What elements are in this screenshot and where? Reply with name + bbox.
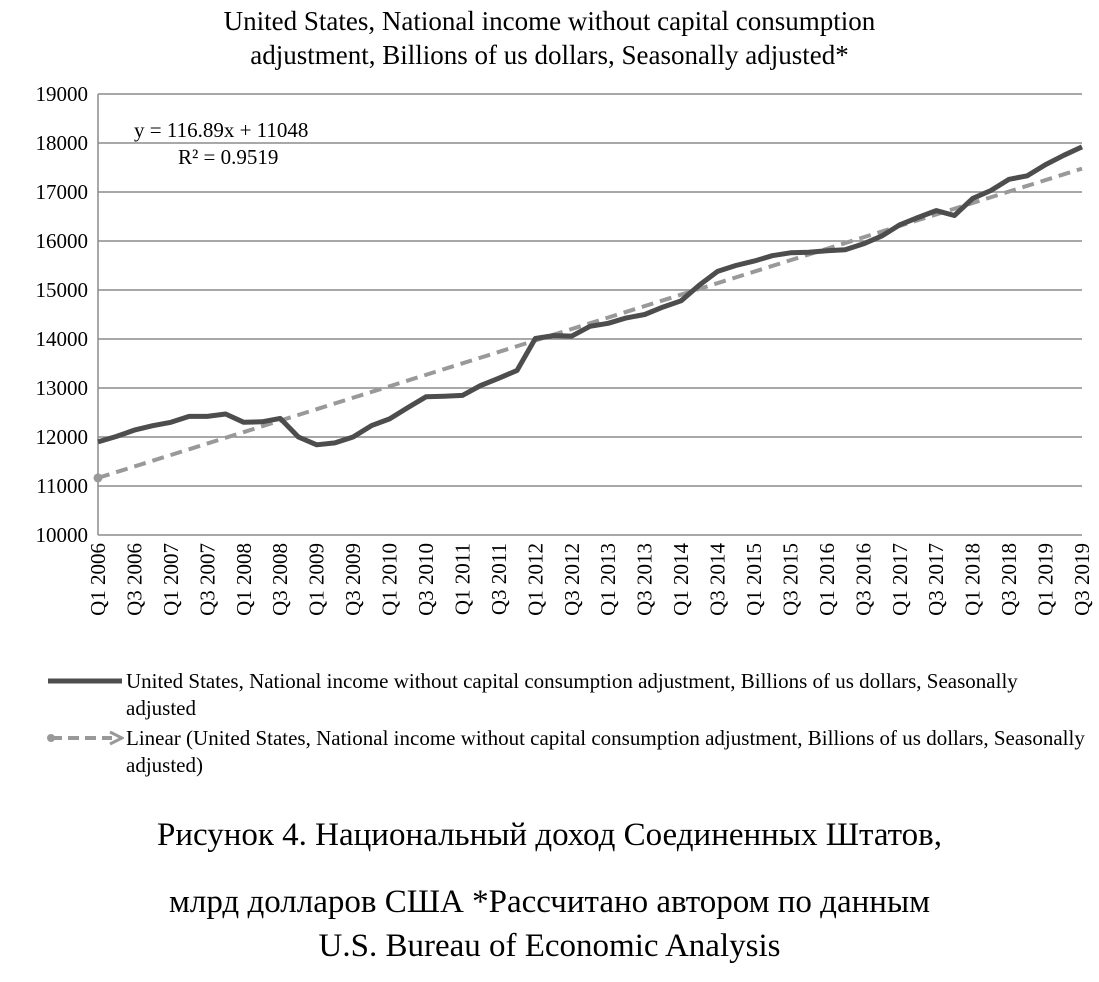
x-tick-label: Q3 2007 [195,543,219,616]
x-tick-label: Q3 2014 [706,543,730,616]
legend-item-linear-trend: Linear (United States, National income w… [46,725,1086,779]
y-tick-label: 11000 [36,474,88,498]
x-tick-label: Q3 2012 [560,543,584,616]
x-tick-label: Q3 2015 [778,543,802,616]
x-tick-label: Q3 2018 [997,543,1021,616]
trendline-r-squared: R² = 0.9519 [178,145,278,169]
x-tick-label: Q3 2008 [268,543,292,616]
trendline-start-marker [93,473,103,483]
caption-line-1: Рисунок 4. Национальный доход Соединенны… [157,817,942,853]
x-axis-ticks: Q1 2006 Q3 2006 Q1 2007 Q3 2007 Q1 2008 Q3 20… [86,543,1094,616]
x-tick-label: Q1 2007 [159,543,183,616]
x-tick-label: Q3 2016 [851,543,875,616]
y-tick-label: 13000 [36,376,89,400]
y-tick-label: 14000 [36,327,89,351]
x-tick-label: Q3 2013 [633,543,657,616]
caption-line-3: U.S. Bureau of Economic Analysis [318,928,781,964]
trendline-series [97,166,1083,480]
x-tick-label: Q1 2017 [888,543,912,616]
x-tick-label: Q1 2012 [523,543,547,616]
x-tick-label: Q3 2019 [1070,543,1094,616]
x-tick-label: Q1 2010 [378,543,402,616]
x-tick-label: Q3 2010 [414,543,438,616]
chart-title-line-1: United States, National income without c… [223,6,876,36]
legend-label-linear-trend: Linear (United States, National income w… [126,726,1085,777]
legend-swatch-dashed-line [47,730,124,746]
trendline-equation: y = 116.89x + 11048 [134,118,308,142]
legend-label-national-income: United States, National income without c… [126,669,1018,720]
x-tick-label: Q1 2008 [232,543,256,616]
chart-title-line-2: adjustment, Billions of us dollars, Seas… [250,40,849,70]
legend-item-national-income: United States, National income without c… [46,668,1086,722]
x-tick-label: Q1 2009 [305,543,329,616]
y-axis-ticks: 10000 11000 12000 13000 14000 15000 16000 17000… [36,82,89,547]
x-tick-label: Q1 2015 [742,543,766,616]
y-tick-label: 17000 [36,180,89,204]
x-tick-label: Q1 2014 [669,543,693,616]
legend-swatch-solid-line [48,678,122,684]
y-tick-label: 10000 [36,523,89,547]
caption-line-2: млрд долларов США *Рассчитано автором по… [169,884,930,920]
national-income-series-line [97,144,1084,448]
y-tick-label: 12000 [36,425,89,449]
y-tick-label: 18000 [36,131,89,155]
x-tick-label: Q1 2016 [815,543,839,616]
chart-legend: United States, National income without c… [46,668,1086,782]
line-chart: 10000 11000 12000 13000 14000 15000 16000 17000… [36,82,1095,616]
y-tick-label: 19000 [36,82,89,106]
y-tick-label: 15000 [36,278,89,302]
chart-title: United States, National income without c… [0,4,1099,72]
figure-caption: Рисунок 4. Национальный доход Соединенны… [0,812,1099,968]
x-tick-label: Q1 2011 [450,543,474,615]
x-tick-label: Q3 2011 [487,543,511,615]
x-tick-label: Q3 2009 [341,543,365,616]
x-tick-label: Q3 2006 [122,543,146,616]
x-tick-label: Q1 2006 [86,543,110,616]
x-tick-label: Q1 2013 [596,543,620,616]
chart-gridlines [98,93,1082,487]
x-tick-label: Q3 2017 [924,543,948,616]
y-tick-label: 16000 [36,229,89,253]
x-tick-label: Q1 2019 [1034,543,1058,616]
x-tick-label: Q1 2018 [961,543,985,616]
